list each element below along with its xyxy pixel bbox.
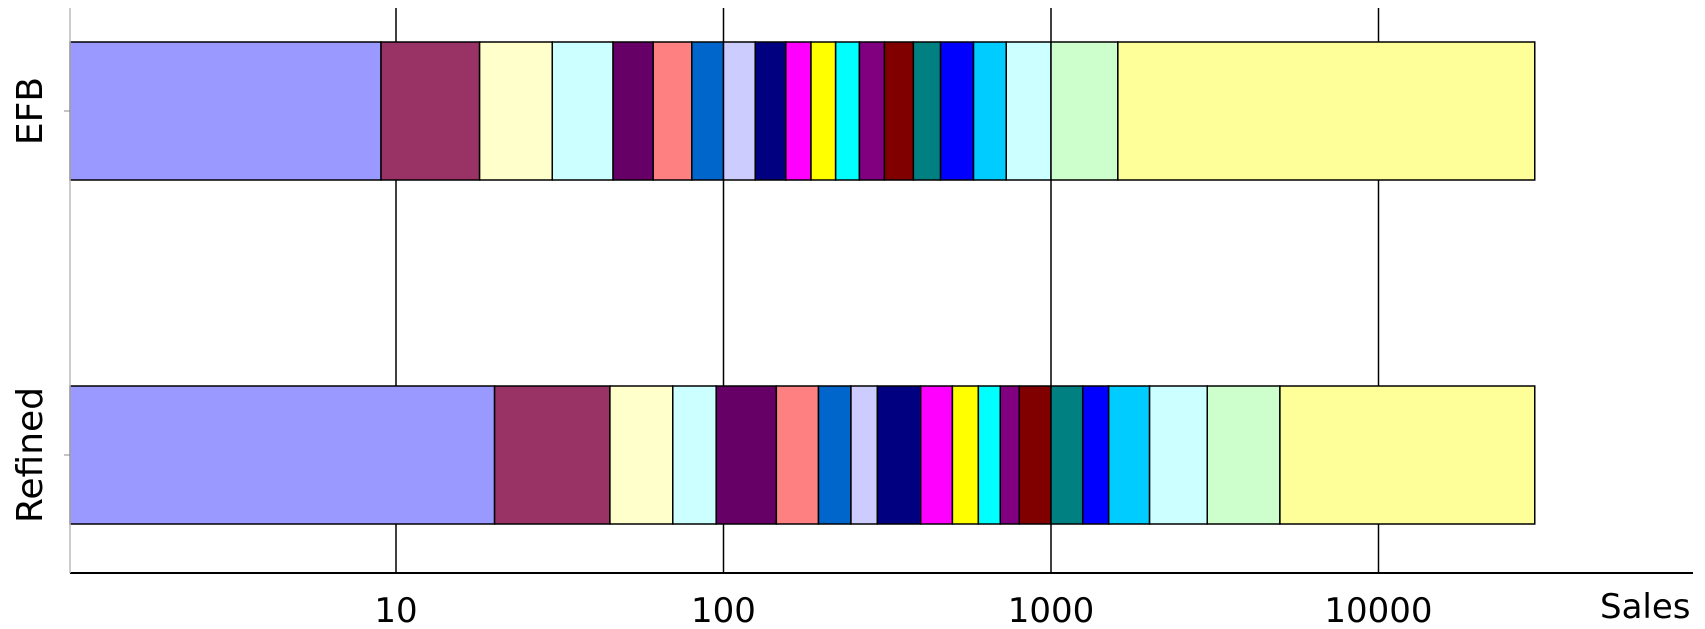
bar-segment-efb-11 [810,41,837,181]
bar-segment-refined-14 [1018,385,1052,525]
bar-segment-refined-5 [715,385,778,525]
bar-segment-efb-10 [785,41,812,181]
bar-segment-refined-9 [876,385,922,525]
bar-segment-efb-20 [1117,41,1536,181]
x-tick-label-100: 100 [691,591,756,629]
bar-segment-efb-14 [883,41,915,181]
bar-segment-refined-18 [1148,385,1209,525]
bar-segment-efb-4 [551,41,614,181]
x-ticks: 10 100 1000 10000 [374,591,1432,629]
bar-segment-efb-7 [691,41,725,181]
x-axis-title: Sales [1600,587,1691,627]
bar-segment-refined-13 [999,385,1021,525]
category-label-efb: EFB [10,77,51,145]
bar-segment-refined-3 [609,385,674,525]
bar-segment-refined-17 [1107,385,1151,525]
bar-segment-refined-1 [69,385,496,525]
bar-segment-refined-10 [919,385,954,525]
category-label-refined: Refined [10,387,51,523]
bar-segment-refined-8 [850,385,879,525]
bar-segment-efb-9 [754,41,787,181]
x-tick-label-10000: 10000 [1324,591,1432,629]
bar-segment-refined-12 [977,385,1002,525]
bar-segment-efb-3 [478,41,554,181]
bar-segment-efb-17 [972,41,1007,181]
bar-segment-refined-16 [1081,385,1110,525]
bar-segment-efb-18 [1005,41,1052,181]
bar-segment-refined-19 [1206,385,1281,525]
x-tick-label-1000: 1000 [1008,591,1095,629]
bar-segment-efb-16 [939,41,975,181]
bar-segment-refined-6 [775,385,820,525]
axes [69,8,1693,574]
bar-segment-refined-20 [1279,385,1536,525]
bar-segment-efb-2 [380,41,481,181]
category-labels: EFB Refined [10,77,70,523]
bar-segment-refined-7 [817,385,852,525]
bar-segment-efb-8 [722,41,756,181]
bar-segment-efb-5 [612,41,654,181]
bar-segment-refined-4 [672,385,717,525]
bar-segment-efb-6 [652,41,693,181]
bar-segment-efb-15 [912,41,942,181]
x-tick-label-10: 10 [374,591,417,629]
bar-segment-refined-11 [951,385,980,525]
bar-segment-refined-15 [1050,385,1084,525]
bar-segment-refined-2 [493,385,611,525]
bars [69,41,1536,525]
bar-segment-efb-13 [858,41,886,181]
bar-segment-efb-1 [69,41,382,181]
bar-segment-efb-12 [834,41,861,181]
bar-segment-efb-19 [1050,41,1119,181]
